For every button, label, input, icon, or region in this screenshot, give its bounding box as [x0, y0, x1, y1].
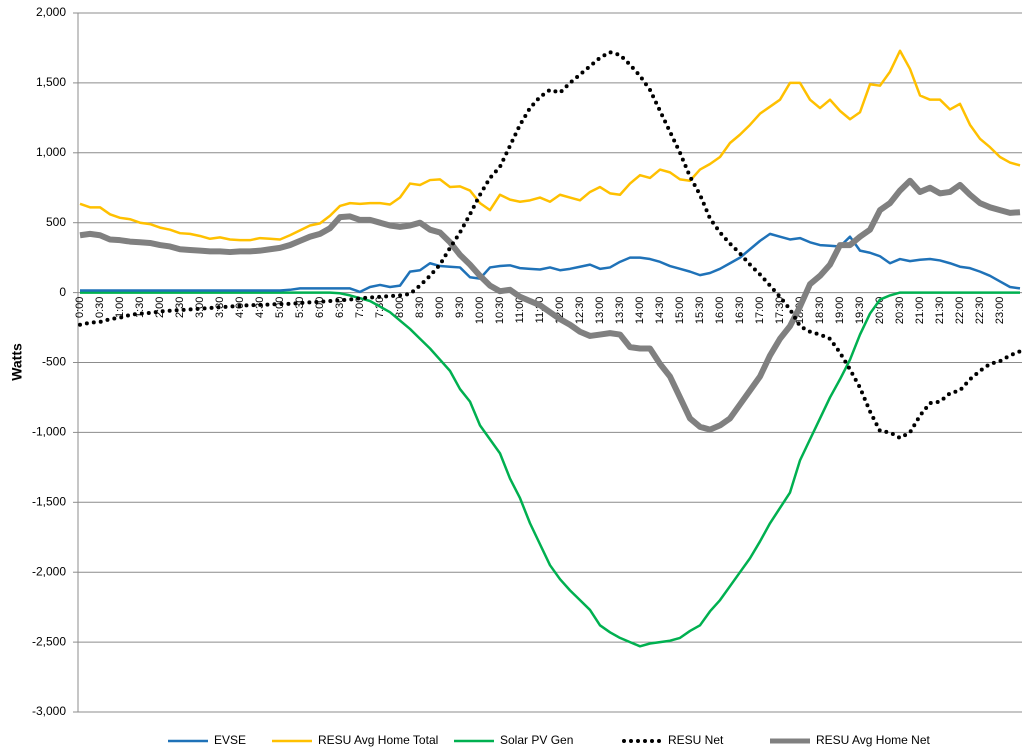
- x-tick-label: 14:00: [634, 297, 646, 325]
- x-tick-label: 19:30: [854, 297, 866, 325]
- y-axis-label: Watts: [9, 343, 25, 381]
- x-tick-label: 17:00: [754, 297, 766, 325]
- x-tick-label: 10:30: [494, 297, 506, 325]
- series-line: [79, 177, 1021, 433]
- x-tick-label: 23:00: [994, 297, 1006, 325]
- x-tick-label: 0:30: [94, 297, 106, 318]
- x-tick-label: 21:30: [934, 297, 946, 325]
- x-tick-label: 22:30: [974, 297, 986, 325]
- y-tick-label: -2,000: [32, 564, 66, 578]
- x-tick-label: 15:30: [694, 297, 706, 325]
- x-tick-label: 2:30: [174, 297, 186, 318]
- y-tick-label: -2,500: [32, 634, 66, 648]
- x-tick-label: 11:00: [514, 297, 526, 324]
- x-tick-label: 9:00: [434, 297, 446, 318]
- series-line: [79, 49, 1021, 242]
- x-tick-label: 22:00: [954, 297, 966, 325]
- x-tick-label: 0:00: [74, 297, 86, 318]
- x-tick-label: 4:30: [254, 297, 266, 318]
- y-tick-label: 500: [46, 215, 66, 229]
- legend-label: EVSE: [214, 733, 246, 747]
- x-tick-label: 1:00: [114, 297, 126, 318]
- x-tick-label: 9:30: [454, 297, 466, 318]
- x-tick-label: 8:30: [414, 297, 426, 318]
- series-line: [78, 50, 1022, 440]
- legend-label: RESU Net: [668, 733, 724, 747]
- y-tick-label: 0: [59, 285, 66, 299]
- legend-label: RESU Avg Home Total: [318, 733, 438, 747]
- x-tick-label: 8:00: [394, 297, 406, 318]
- y-tick-label: -500: [42, 355, 66, 369]
- x-tick-label: 16:00: [714, 297, 726, 325]
- x-tick-label: 21:00: [914, 297, 926, 325]
- x-tick-label: 12:30: [574, 297, 586, 325]
- x-tick-label: 2:00: [154, 297, 166, 318]
- x-tick-label: 17:30: [774, 297, 786, 325]
- legend-label: Solar PV Gen: [500, 733, 573, 747]
- x-tick-label: 13:30: [614, 297, 626, 325]
- x-tick-label: 5:30: [294, 297, 306, 318]
- y-tick-label: 1,500: [36, 75, 66, 89]
- x-tick-label: 19:00: [834, 297, 846, 325]
- legend-label: RESU Avg Home Net: [816, 733, 930, 747]
- y-tick-label: 1,000: [36, 145, 66, 159]
- x-tick-label: 10:00: [474, 297, 486, 325]
- x-tick-label: 18:30: [814, 297, 826, 325]
- x-tick-label: 7:00: [354, 297, 366, 318]
- x-tick-label: 15:00: [674, 297, 686, 325]
- y-tick-label: 2,000: [36, 5, 66, 19]
- x-tick-label: 13:00: [594, 297, 606, 325]
- y-tick-label: -3,000: [32, 704, 66, 718]
- x-tick-label: 3:00: [194, 297, 206, 318]
- x-tick-label: 14:30: [654, 297, 666, 325]
- x-tick-label: 16:30: [734, 297, 746, 325]
- x-tick-label: 20:30: [894, 297, 906, 325]
- y-tick-label: -1,000: [32, 425, 66, 439]
- x-tick-label: 5:00: [274, 297, 286, 318]
- y-tick-label: -1,500: [32, 494, 66, 508]
- series-line: [80, 291, 1020, 648]
- series-line: [80, 232, 1021, 294]
